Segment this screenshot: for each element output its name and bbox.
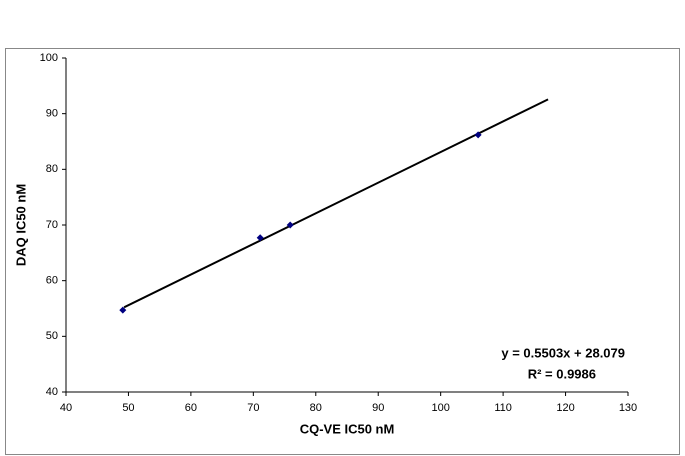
x-tick-label: 60 — [185, 402, 197, 414]
y-tick-label: 50 — [46, 330, 58, 342]
data-point — [256, 234, 264, 242]
x-tick-label: 80 — [310, 402, 322, 414]
y-tick-label: 40 — [46, 386, 58, 398]
x-tick-label: 100 — [431, 402, 449, 414]
chart-border — [5, 48, 680, 455]
data-point — [119, 306, 127, 314]
data-point — [474, 131, 482, 139]
y-tick-label: 100 — [40, 52, 58, 64]
x-tick-label: 70 — [247, 402, 259, 414]
y-tick-label: 70 — [46, 219, 58, 231]
y-tick-label: 60 — [46, 275, 58, 287]
x-tick-label: 40 — [60, 402, 72, 414]
x-tick-label: 110 — [494, 402, 512, 414]
equation-label: y = 0.5503x + 28.079 — [501, 345, 625, 360]
x-axis-title: CQ-VE IC50 nM — [300, 421, 395, 436]
r-squared-label: R² = 0.9986 — [528, 366, 596, 381]
x-tick-label: 90 — [372, 402, 384, 414]
y-axis-title: DAQ IC50 nM — [13, 184, 28, 266]
x-tick-label: 120 — [556, 402, 574, 414]
y-tick-label: 90 — [46, 108, 58, 120]
x-tick-label: 50 — [122, 402, 134, 414]
x-tick-label: 130 — [619, 402, 637, 414]
data-point — [286, 221, 294, 229]
y-tick-label: 80 — [46, 163, 58, 175]
